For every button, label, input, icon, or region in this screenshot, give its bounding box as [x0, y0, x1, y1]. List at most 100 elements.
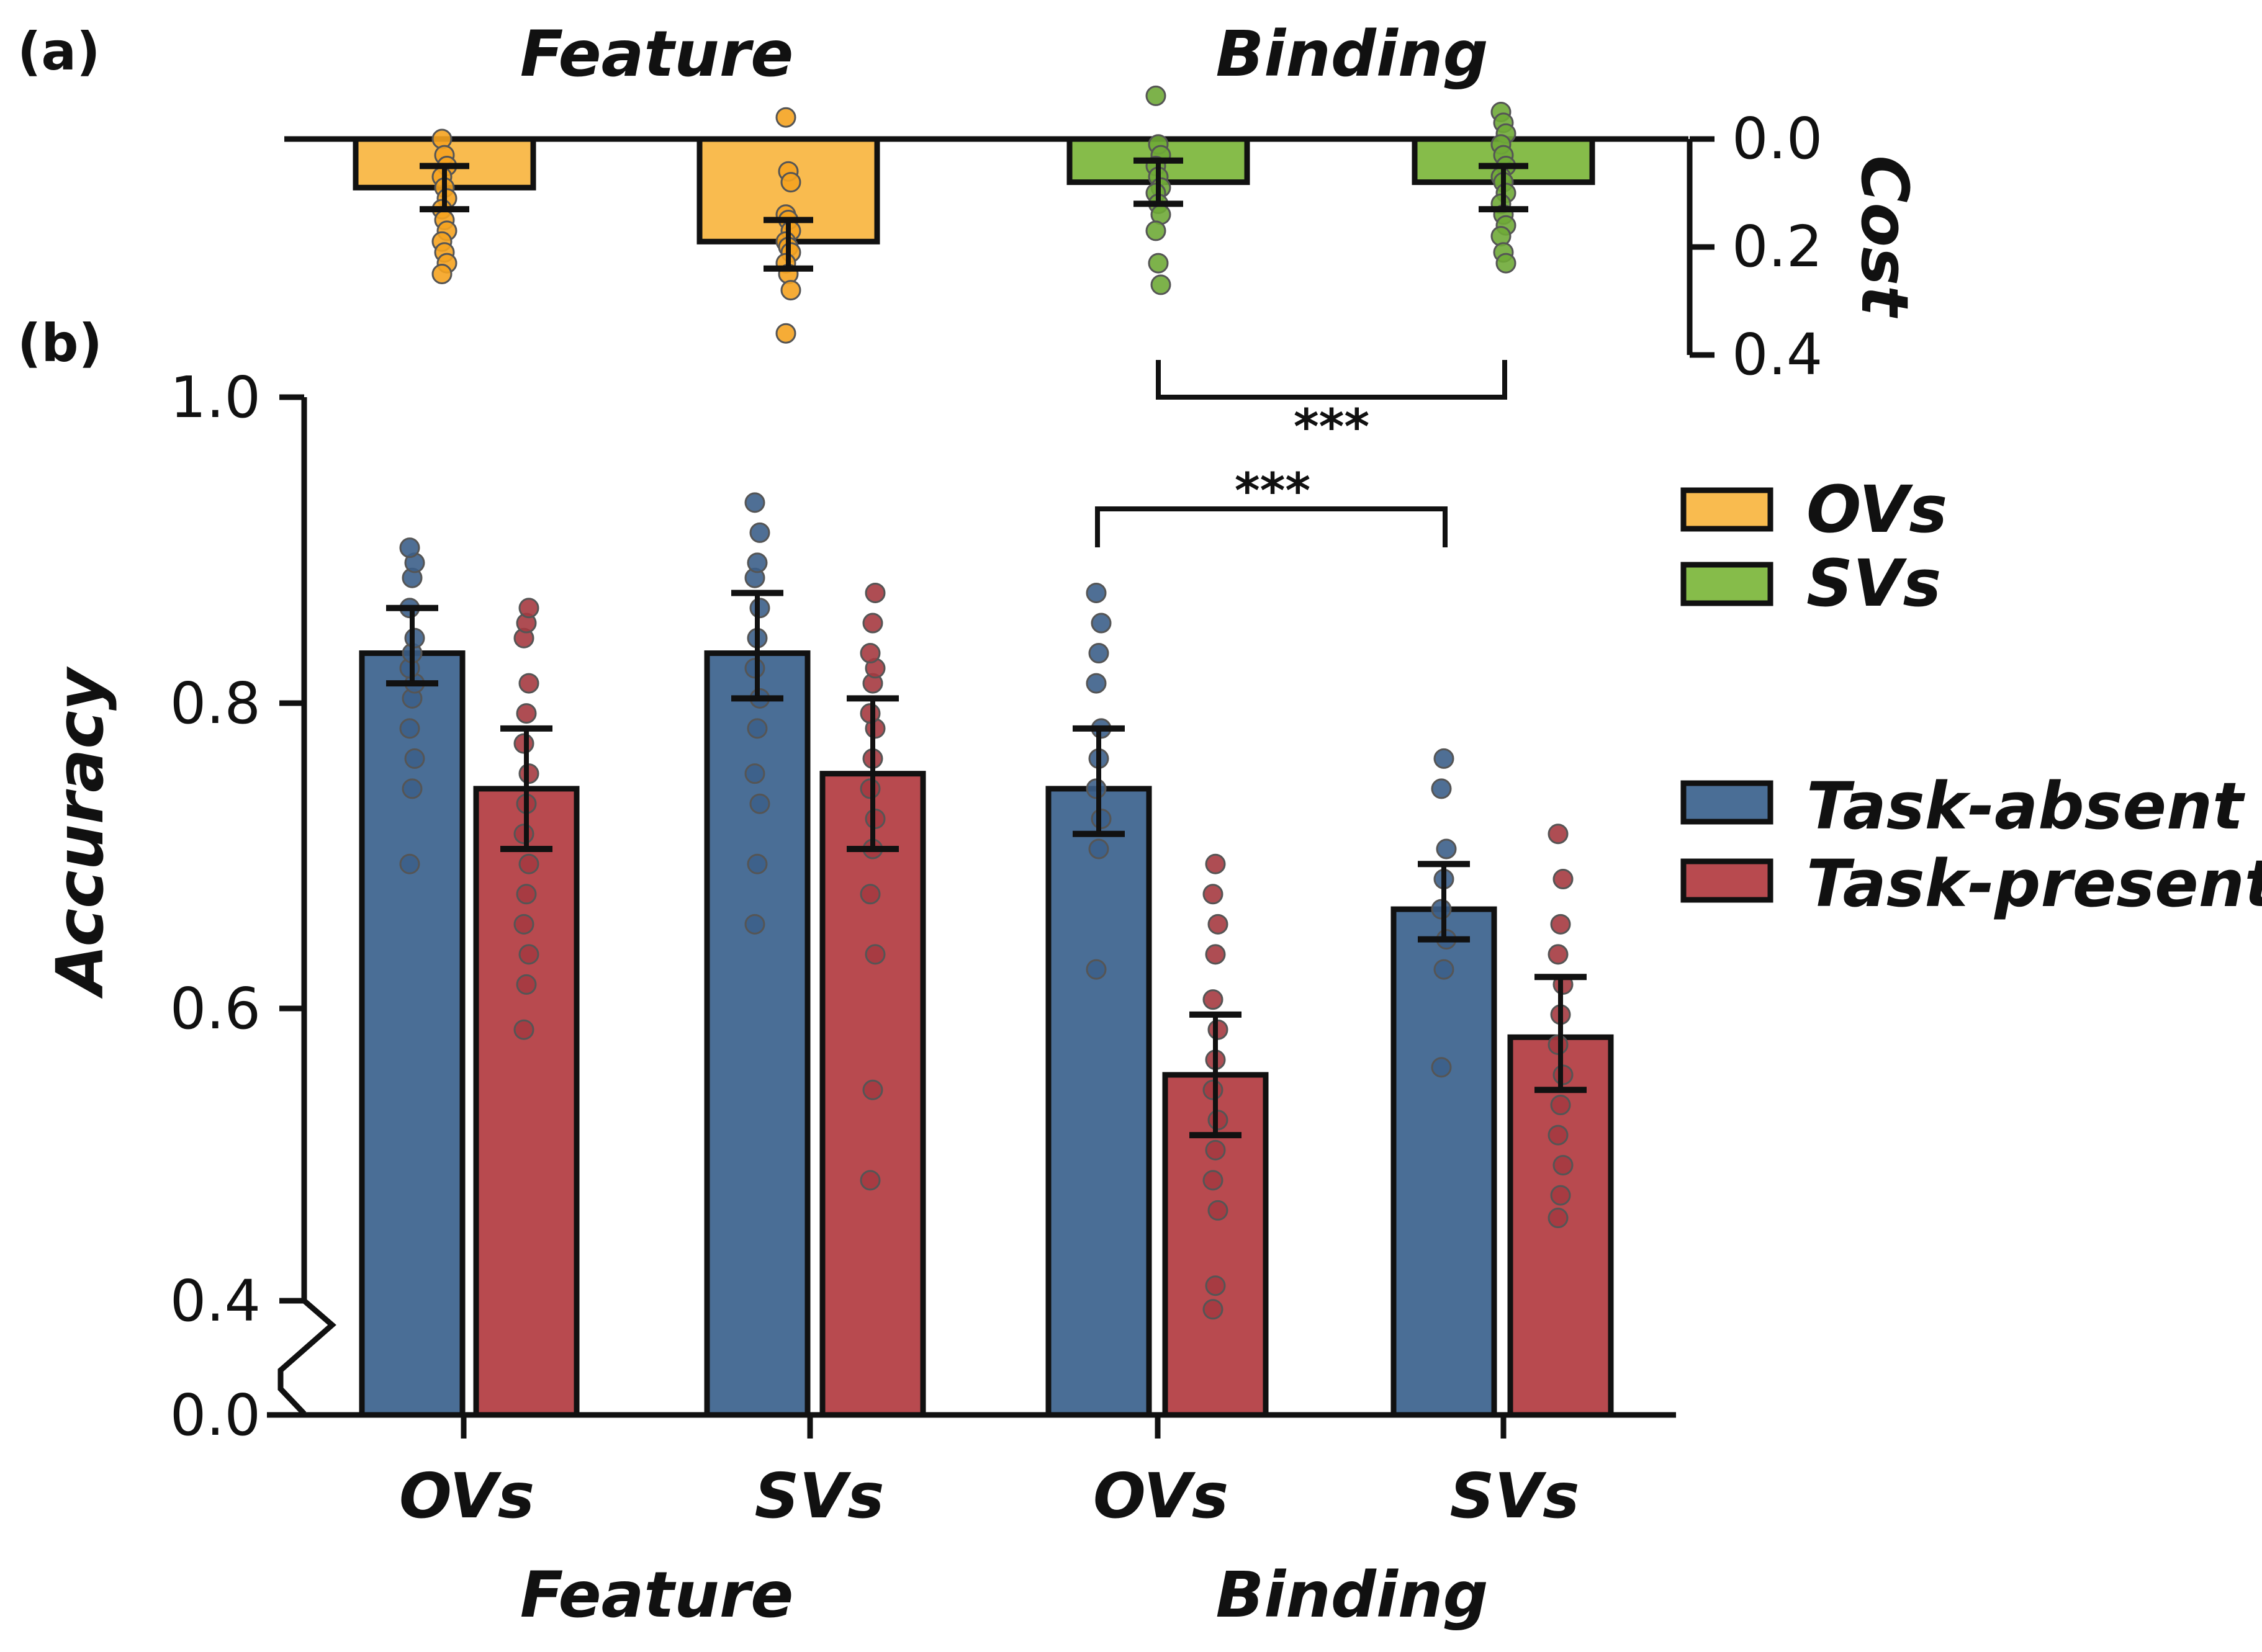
b-bar-2-task-present-point: [1205, 1139, 1226, 1160]
panel-label-a: (a): [17, 21, 100, 82]
a-bar-binding-svs-point: [1495, 253, 1516, 274]
a-bar-binding-ovs-point: [775, 107, 796, 128]
b-bar-2-task-present-point: [1205, 1275, 1226, 1296]
b-bar-2-task-present-point: [1207, 1200, 1228, 1221]
b-bar-0-task-present-point: [518, 673, 539, 694]
b-bar-0-task-absent-point: [404, 748, 425, 769]
b-bar-0-task-present-point: [513, 1019, 534, 1040]
b-x-label-0: OVs: [399, 1460, 534, 1532]
a-bar-feature-svs-point: [1145, 220, 1166, 241]
b-bar-1-task-absent-point: [747, 552, 768, 573]
legend-swatch-svs: [1680, 562, 1773, 606]
b-x-label-2: OVs: [1093, 1460, 1228, 1532]
b-bar-2-task-absent: [1045, 786, 1152, 1418]
b-bar-3-task-present-point: [1548, 824, 1569, 845]
b-bar-1-task-present-point: [862, 1079, 883, 1100]
b-bar-0-task-present-point: [518, 944, 539, 965]
legend-label-task-absent: Task-absent: [1806, 768, 2245, 844]
b-x-categories: OVs SVs OVs SVs Feature Binding: [399, 1415, 1580, 1632]
a-plot-area: 0.0 0.2 0.4 Cost: [284, 105, 1922, 388]
b-bar-0-task-present: [473, 786, 580, 1418]
b-bar-3-task-absent-point: [1431, 1057, 1452, 1078]
a-group-label-binding: Binding: [1216, 17, 1489, 91]
b-y-axis-title: Accuracy: [42, 666, 118, 999]
b-bar-3-task-present-point: [1548, 1125, 1569, 1146]
legend-swatch-ovs: [1680, 487, 1773, 532]
b-bar-3-task-present-point: [1550, 1185, 1571, 1206]
b-bar-0-task-absent-point: [402, 778, 423, 799]
b-significance-label: ***: [1235, 464, 1310, 519]
b-bar-2-task-present-point: [1202, 989, 1223, 1010]
a-y-tick-label-2: 0.4: [1732, 321, 1823, 388]
a-bar-feature-svs-point: [1148, 253, 1169, 274]
b-bar-1-task-absent-point: [744, 763, 765, 784]
b-bar-2-task-absent-point: [1086, 673, 1107, 694]
b-bar-2-task-absent-point: [1086, 582, 1107, 603]
b-bar-1-task-absent-point: [744, 492, 765, 513]
b-bar-1-task-absent-point: [749, 522, 770, 543]
b-bar-3-task-present-point: [1550, 914, 1571, 935]
b-bar-2-task-present-point: [1205, 853, 1226, 874]
b-y-tick-label-0.4: 0.4: [170, 1268, 261, 1334]
b-bar-1-task-absent-point: [747, 718, 768, 739]
a-bar-binding-ovs-point: [780, 280, 801, 301]
b-bar-2-task-present-point: [1205, 944, 1226, 965]
a-y-tick-label-1: 0.2: [1732, 213, 1823, 280]
b-bar-0-task-absent-point: [399, 718, 420, 739]
a-bar-feature-svs-point: [1150, 274, 1171, 295]
a-bar-feature-svs-point: [1145, 85, 1166, 106]
b-bar-3-task-absent: [1390, 906, 1497, 1418]
a-legend: OVs SVs: [1680, 472, 1947, 621]
b-bar-2-task-absent-point: [1091, 613, 1112, 634]
a-marks: [353, 85, 1595, 344]
a-significance: ***: [1156, 360, 1507, 456]
b-bar-0-task-absent-point: [399, 537, 420, 559]
b-bar-1-task-present-point: [860, 1170, 881, 1191]
b-bar-1-task-present-point: [860, 643, 881, 664]
legend-swatch-task-present: [1680, 858, 1773, 903]
a-group-label-feature: Feature: [520, 17, 794, 91]
b-bar-0-task-present-point: [518, 853, 539, 874]
b-x-label-3: SVs: [1450, 1460, 1580, 1532]
b-bar-3-task-present-point: [1552, 1155, 1574, 1176]
a-bar-binding-ovs-point: [775, 323, 796, 344]
b-bar-0-task-present-point: [518, 598, 539, 619]
a-y-tick-label-0: 0.0: [1732, 105, 1823, 172]
b-y-tick-label-1.0: 1.0: [170, 364, 261, 431]
legend-label-task-present: Task-present: [1806, 846, 2262, 922]
b-marks: [359, 492, 1614, 1418]
b-group-label-binding: Binding: [1216, 1558, 1489, 1632]
b-significance: ***: [1095, 464, 1448, 547]
b-bar-3-task-absent-point: [1433, 748, 1454, 769]
b-x-label-1: SVs: [755, 1460, 885, 1532]
b-bar-1-task-absent-point: [744, 914, 765, 935]
b-bar-2-task-present-point: [1202, 884, 1223, 905]
a-bar-binding-ovs-point: [780, 172, 801, 193]
b-bar-1-task-absent-point: [747, 853, 768, 874]
b-bar-0-task-present-point: [516, 884, 537, 905]
b-bar-3-task-present-point: [1550, 1095, 1571, 1116]
b-bar-2-task-present-point: [1202, 1170, 1223, 1191]
a-significance-label: ***: [1294, 400, 1369, 456]
b-bar-3-task-present-point: [1548, 944, 1569, 965]
b-bar-0-task-present-point: [516, 703, 537, 724]
b-bar-3-task-present-point: [1548, 1208, 1569, 1229]
b-legend: Task-absent Task-present: [1680, 768, 2262, 922]
b-bar-2-task-present-point: [1207, 914, 1228, 935]
legend-label-ovs: OVs: [1806, 472, 1947, 547]
b-bar-1-task-absent-point: [749, 793, 770, 814]
b-bar-1-task-present-point: [860, 884, 881, 905]
a-significance-bracket: [1156, 360, 1507, 400]
b-y-tick-label-0.0: 0.0: [170, 1382, 261, 1448]
legend-label-svs: SVs: [1806, 545, 1941, 621]
b-y-tick-label-0.8: 0.8: [170, 670, 261, 737]
b-bar-1-task-present-point: [865, 582, 886, 603]
b-y-tick-label-0.6: 0.6: [170, 976, 261, 1042]
b-bar-3-task-present-point: [1552, 869, 1574, 890]
b-bar-2-task-present-point: [1202, 1299, 1223, 1320]
a-bar-feature-ovs-point: [431, 264, 453, 284]
b-bar-1-task-present-point: [862, 613, 883, 634]
b-bar-0-task-absent-point: [399, 853, 420, 874]
b-bar-0-task-present-point: [516, 974, 537, 995]
